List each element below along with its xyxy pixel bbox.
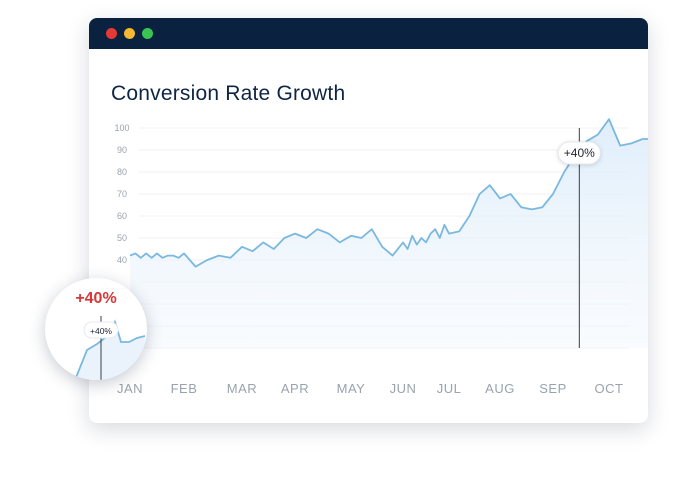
magnifier-percent-label: +40% <box>75 290 117 307</box>
data-point <box>407 248 408 249</box>
y-tick-label: 70 <box>117 189 127 199</box>
data-point <box>642 138 643 139</box>
data-point <box>167 255 168 256</box>
data-point <box>510 193 511 194</box>
data-point <box>459 231 460 232</box>
data-point <box>173 255 174 256</box>
data-point <box>421 237 422 238</box>
magnifier-callout: +40% +40% <box>45 278 147 380</box>
data-point <box>263 242 264 243</box>
x-month-label: JAN <box>117 381 143 396</box>
data-point <box>328 233 329 234</box>
annotation-badge <box>557 141 601 165</box>
magnifier-area <box>75 322 145 380</box>
data-point <box>317 229 318 230</box>
data-point <box>412 235 413 236</box>
close-window-button[interactable] <box>106 28 117 39</box>
magnifier-badge <box>83 321 119 339</box>
data-point <box>444 224 445 225</box>
chart-window: Conversion Rate Growth 100 90 80 70 60 50 40 JA… <box>89 18 648 423</box>
data-point <box>499 198 500 199</box>
y-tick-label: 100 <box>114 123 129 133</box>
x-month-label: FEB <box>171 381 198 396</box>
y-tick-label: 50 <box>117 233 127 243</box>
data-point <box>435 229 436 230</box>
y-tick-label: 40 <box>117 255 127 265</box>
data-point <box>448 233 449 234</box>
data-point <box>129 255 130 256</box>
data-point <box>552 193 553 194</box>
x-month-label: JUL <box>437 381 462 396</box>
data-point <box>564 171 565 172</box>
x-month-label: MAY <box>337 381 366 396</box>
x-month-label: JUN <box>390 381 417 396</box>
data-point <box>350 235 351 236</box>
data-point <box>392 255 393 256</box>
data-point <box>430 233 431 234</box>
y-tick-label: 80 <box>117 167 127 177</box>
data-point <box>183 253 184 254</box>
data-point <box>195 266 196 267</box>
data-point <box>382 246 383 247</box>
data-point <box>218 255 219 256</box>
data-point <box>273 248 274 249</box>
magnifier-zoom: +40% <box>74 316 146 380</box>
data-point <box>241 246 242 247</box>
x-month-label: OCT <box>595 381 624 396</box>
annotation-label: +40% <box>564 146 595 160</box>
data-point <box>252 251 253 252</box>
window-titlebar <box>89 18 648 49</box>
data-point <box>402 242 403 243</box>
data-point <box>597 134 598 135</box>
data-point <box>162 257 163 258</box>
chart-title: Conversion Rate Growth <box>111 82 346 105</box>
data-point <box>207 259 208 260</box>
y-tick-label: 60 <box>117 211 127 221</box>
data-point <box>608 119 609 120</box>
data-point <box>521 207 522 208</box>
series-line <box>129 118 648 268</box>
minimize-window-button[interactable] <box>124 28 135 39</box>
data-point <box>631 143 632 144</box>
data-point <box>146 253 147 254</box>
data-point <box>371 229 372 230</box>
x-month-label: SEP <box>539 381 567 396</box>
data-point <box>416 244 417 245</box>
data-point <box>469 215 470 216</box>
data-point <box>135 253 136 254</box>
y-tick-label: 90 <box>117 145 127 155</box>
data-point <box>531 209 532 210</box>
data-point <box>178 257 179 258</box>
data-point <box>284 237 285 238</box>
data-point <box>439 237 440 238</box>
data-point <box>361 237 362 238</box>
x-month-label: MAR <box>227 381 257 396</box>
area-fill <box>130 119 648 348</box>
data-point <box>151 257 152 258</box>
data-point <box>620 145 621 146</box>
line-chart: 100 90 80 70 60 50 40 JAN FEB MAR APR MAY JUN JUL AUG S… <box>114 118 648 396</box>
data-point <box>156 253 157 254</box>
data-point <box>479 193 480 194</box>
data-point <box>542 207 543 208</box>
data-point <box>489 185 490 186</box>
magnifier-badge-label: +40% <box>90 326 112 336</box>
data-point <box>294 233 295 234</box>
data-point <box>140 257 141 258</box>
data-point <box>230 257 231 258</box>
x-month-label: AUG <box>485 381 515 396</box>
data-point <box>339 242 340 243</box>
x-month-label: APR <box>281 381 309 396</box>
maximize-window-button[interactable] <box>142 28 153 39</box>
data-point <box>425 242 426 243</box>
data-point <box>306 237 307 238</box>
